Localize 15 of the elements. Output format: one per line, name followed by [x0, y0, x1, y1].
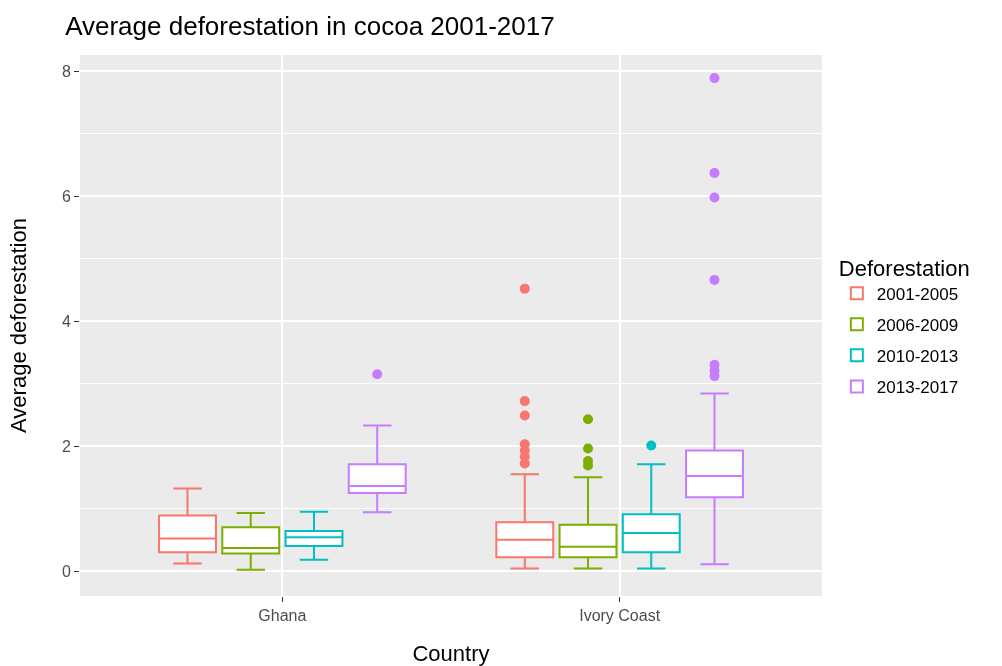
chart-title: Average deforestation in cocoa 2001-2017	[65, 10, 555, 41]
legend-label: 2013-2017	[876, 378, 959, 398]
y-tick-label: 8	[61, 62, 71, 80]
y-tick-label: 6	[61, 187, 71, 205]
x-axis-title: Country	[412, 641, 490, 666]
y-axis-title: Average deforestation	[6, 218, 31, 433]
y-tick-label: 4	[61, 312, 71, 330]
legend-label: 2001-2005	[876, 284, 959, 304]
y-tick-label: 2	[61, 437, 71, 455]
legend-label: 2010-2013	[876, 346, 959, 366]
x-tick-label: Ghana	[258, 607, 307, 625]
legend-title: Deforestation	[838, 255, 970, 281]
x-tick-label: Ivory Coast	[579, 607, 661, 625]
legend-label: 2006-2009	[876, 315, 959, 335]
y-tick-label: 0	[61, 562, 71, 580]
